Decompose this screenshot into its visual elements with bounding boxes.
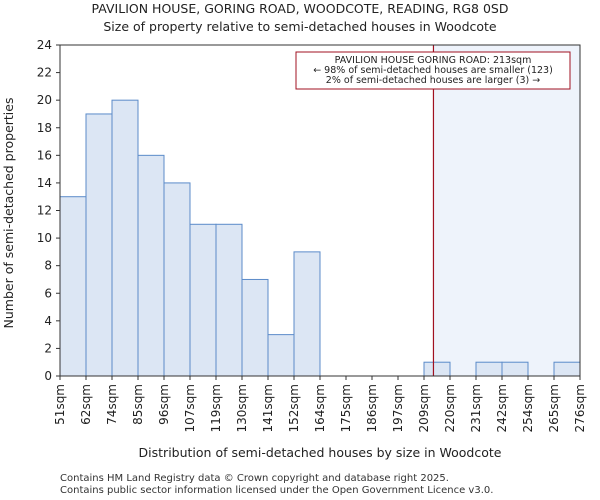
y-tick-label: 4 xyxy=(44,314,52,328)
x-tick-label: 197sqm xyxy=(391,384,405,432)
x-tick-label: 231sqm xyxy=(469,384,483,432)
y-tick-label: 22 xyxy=(37,66,52,80)
x-tick-label: 96sqm xyxy=(157,384,171,425)
y-tick-label: 0 xyxy=(44,369,52,383)
x-tick-label: 85sqm xyxy=(131,384,145,425)
annotation-line-2: ← 98% of semi-detached houses are smalle… xyxy=(313,65,553,76)
x-tick-label: 209sqm xyxy=(417,384,431,432)
chart-title: PAVILION HOUSE, GORING ROAD, WOODCOTE, R… xyxy=(92,1,509,16)
bar-130sqm xyxy=(241,278,269,377)
y-tick-label: 24 xyxy=(37,38,52,52)
y-tick-label: 2 xyxy=(44,341,52,355)
bar-107sqm xyxy=(189,223,217,377)
y-axis-label: Number of semi-detached properties xyxy=(1,98,16,329)
x-ticks: 51sqm 62sqm 74sqm 85sqm 96sqm 107sqm 119sqm 130… xyxy=(53,376,587,432)
x-tick-label: 74sqm xyxy=(105,384,119,425)
x-tick-label: 152sqm xyxy=(287,384,301,432)
bar-242sqm xyxy=(501,361,529,377)
y-tick-label: 20 xyxy=(37,93,52,107)
y-tick-label: 14 xyxy=(37,176,52,190)
y-tick-label: 6 xyxy=(44,286,52,300)
annotation-frame xyxy=(295,51,571,90)
bar-85sqm xyxy=(137,154,165,377)
bar-209sqm xyxy=(423,361,451,377)
bar-62sqm xyxy=(85,113,113,377)
y-tick-label: 18 xyxy=(37,121,52,135)
x-tick-label: 119sqm xyxy=(209,384,223,432)
larger-region xyxy=(433,45,580,376)
x-tick-label: 186sqm xyxy=(365,384,379,432)
x-tick-label: 164sqm xyxy=(313,384,327,432)
y-tick-label: 8 xyxy=(44,259,52,273)
larger-region-fill xyxy=(433,45,580,376)
bar-265sqm xyxy=(553,361,581,377)
x-tick-label: 62sqm xyxy=(79,384,93,425)
y-tick-label: 16 xyxy=(37,148,52,162)
x-tick-label: 265sqm xyxy=(547,384,561,432)
annotation-line-3: 2% of semi-detached houses are larger (3… xyxy=(326,75,540,86)
x-tick-label: 107sqm xyxy=(183,384,197,432)
bar-141sqm xyxy=(267,334,295,377)
y-tick-label: 12 xyxy=(37,204,52,218)
bar-152sqm xyxy=(293,251,321,377)
bar-51sqm xyxy=(59,196,87,377)
y-tick-label: 10 xyxy=(37,231,52,245)
x-tick-label: 175sqm xyxy=(339,384,353,432)
bar-74sqm xyxy=(111,99,139,377)
x-tick-label: 141sqm xyxy=(261,384,275,432)
x-tick-label: 130sqm xyxy=(235,384,249,432)
bars xyxy=(59,99,581,377)
x-tick-label: 220sqm xyxy=(443,384,457,432)
annotation-line-1: PAVILION HOUSE GORING ROAD: 213sqm xyxy=(335,55,532,66)
footer-line-2: Contains public sector information licen… xyxy=(60,485,493,496)
x-tick-label: 276sqm xyxy=(573,384,587,432)
footer-line-1: Contains HM Land Registry data © Crown c… xyxy=(60,473,449,484)
bar-119sqm xyxy=(215,223,243,377)
annotation-box: PAVILION HOUSE GORING ROAD: 213sqm ← 98%… xyxy=(295,51,571,90)
x-axis-label: Distribution of semi-detached houses by … xyxy=(139,445,502,460)
x-tick-label: 51sqm xyxy=(53,384,67,425)
x-tick-label: 254sqm xyxy=(521,384,535,432)
bar-96sqm xyxy=(163,182,191,377)
x-tick-label: 242sqm xyxy=(495,384,509,432)
bar-231sqm xyxy=(475,361,503,377)
chart-subtitle: Size of property relative to semi-detach… xyxy=(103,19,497,34)
